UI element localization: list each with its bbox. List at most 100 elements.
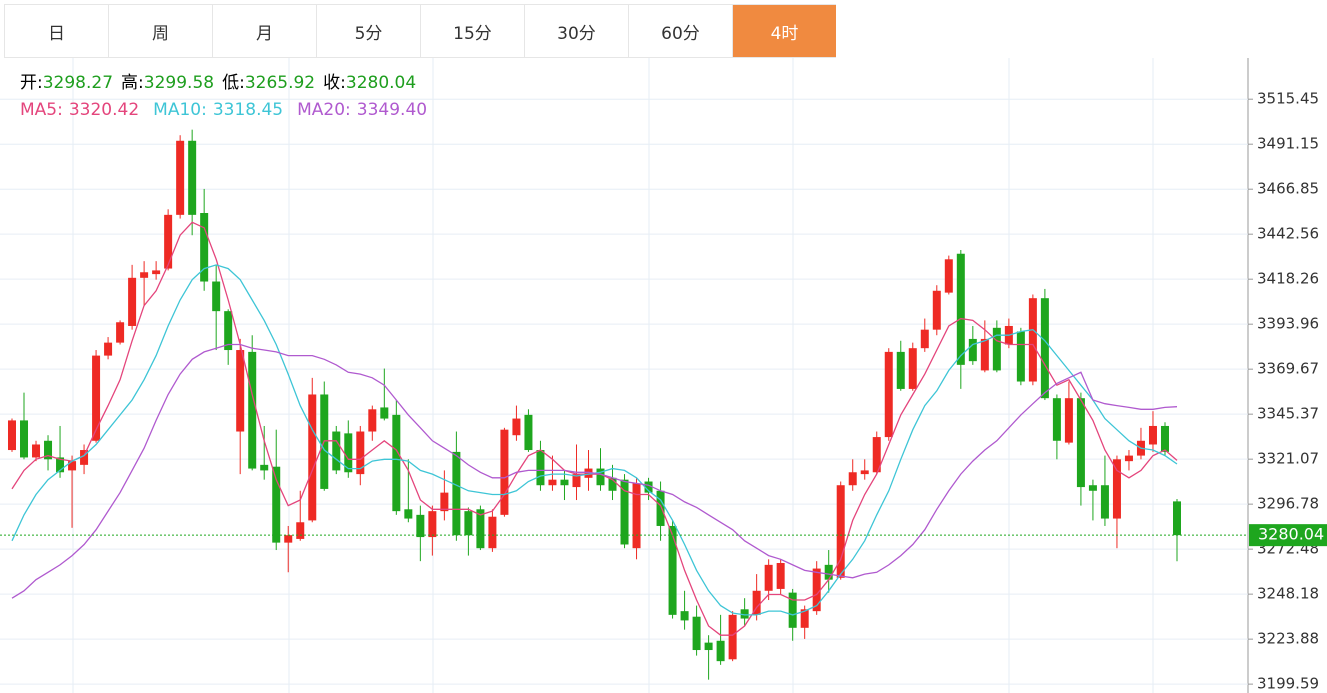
candle-body [608, 477, 617, 491]
y-tick-label: 3223.88 [1257, 630, 1319, 648]
candle-body [332, 431, 341, 471]
tab[interactable]: 日 [4, 4, 108, 58]
ohlc-label: 高: [121, 73, 144, 93]
candle-body [272, 466, 281, 543]
candle-body [164, 214, 173, 269]
candle-body [668, 525, 677, 615]
ma-value: 3318.45 [212, 100, 284, 120]
ohlc-value: 3298.27 [42, 73, 114, 93]
ohlc-value: 3280.04 [345, 73, 417, 93]
candle-body [812, 568, 821, 612]
candle-body [1088, 485, 1097, 491]
ohlc-value: 3299.58 [143, 73, 215, 93]
candle-body [860, 470, 869, 475]
candle-body [932, 290, 941, 330]
candle-body [176, 140, 185, 215]
candle-body [32, 444, 41, 458]
candle-body [536, 450, 545, 486]
candle-body [68, 461, 77, 471]
candle-body [572, 474, 581, 488]
price-tag [1249, 524, 1327, 547]
candle-body [152, 270, 161, 275]
candle-body [1160, 425, 1169, 452]
candle-body [512, 418, 521, 436]
candle-body [140, 272, 149, 278]
candle-body [476, 509, 485, 549]
tab[interactable]: 4时 [732, 4, 836, 58]
y-tick-label: 3491.15 [1257, 135, 1319, 153]
candle-body [488, 516, 497, 549]
candle-body [764, 564, 773, 591]
candle-body [440, 492, 449, 512]
candle-body [1052, 398, 1061, 441]
candle-body [596, 468, 605, 486]
candle-body [560, 479, 569, 486]
candle-body [44, 440, 53, 460]
candle-body [584, 468, 593, 478]
candle-body [92, 355, 101, 441]
ma-line [11, 343, 1178, 599]
candle-body [620, 479, 629, 545]
ohlc-label: 开: [20, 73, 43, 93]
candle-body [1148, 425, 1157, 445]
header: 开:3298.27 高:3299.58 低:3265.92 收:3280.04 MA5:… [20, 70, 441, 124]
tab[interactable]: 周 [108, 4, 212, 58]
tab[interactable]: 60分 [628, 4, 732, 58]
candle-body [1124, 455, 1133, 462]
y-tick-label: 3442.56 [1257, 225, 1319, 243]
candle-body [8, 420, 16, 451]
ohlc-label: 收: [323, 73, 346, 93]
candle-body [872, 437, 881, 473]
candle-body [776, 563, 785, 589]
tab[interactable]: 5分 [316, 4, 420, 58]
candle-body [212, 281, 221, 312]
candle-body [848, 472, 857, 486]
ohlc-value: 3265.92 [244, 73, 316, 93]
candle-body [704, 642, 713, 651]
candle-body [200, 213, 209, 282]
candle-body [752, 590, 761, 615]
candle-body [692, 616, 701, 651]
candle-body [548, 479, 557, 486]
candle-body [248, 351, 257, 469]
candle-body [296, 522, 305, 539]
candle-body [356, 431, 365, 475]
y-tick-label: 3466.85 [1257, 180, 1319, 198]
candle-body [188, 140, 197, 215]
candle-body [56, 457, 65, 473]
candle-body [500, 429, 509, 515]
candle-body [1100, 485, 1109, 519]
candle-body [80, 450, 89, 465]
candle-body [644, 481, 653, 493]
y-tick-label: 3248.18 [1257, 585, 1319, 603]
candle-body [1112, 459, 1121, 519]
ma-label: MA20: [297, 100, 351, 120]
candle-body [116, 322, 125, 343]
ma-line [11, 264, 1178, 616]
y-tick-label: 3199.59 [1257, 675, 1319, 693]
tab[interactable]: 15分 [420, 4, 524, 58]
candle-body [944, 259, 953, 293]
candle-body [1028, 298, 1037, 382]
ohlc-label: 低: [222, 73, 245, 93]
candle-body [824, 564, 833, 580]
candle-body [1076, 398, 1085, 488]
candle-body [896, 351, 905, 389]
candle-body [1064, 398, 1073, 443]
candle-body [956, 253, 965, 365]
candle-body [656, 490, 665, 526]
y-tick-label: 3321.07 [1257, 450, 1319, 468]
ma-value: 3320.42 [68, 100, 140, 120]
y-tick-label: 3296.78 [1257, 495, 1319, 513]
candle-body [224, 311, 233, 351]
tab[interactable]: 月 [212, 4, 316, 58]
candle-body [20, 420, 29, 458]
ma-label: MA5: [20, 100, 63, 120]
candle-body [632, 483, 641, 549]
ma-value: 3349.40 [356, 100, 428, 120]
candle-body [788, 592, 797, 628]
period-tabs: 日周月 5分 15分 30分 60分 4时 [4, 4, 836, 58]
tab[interactable]: 30分 [524, 4, 628, 58]
